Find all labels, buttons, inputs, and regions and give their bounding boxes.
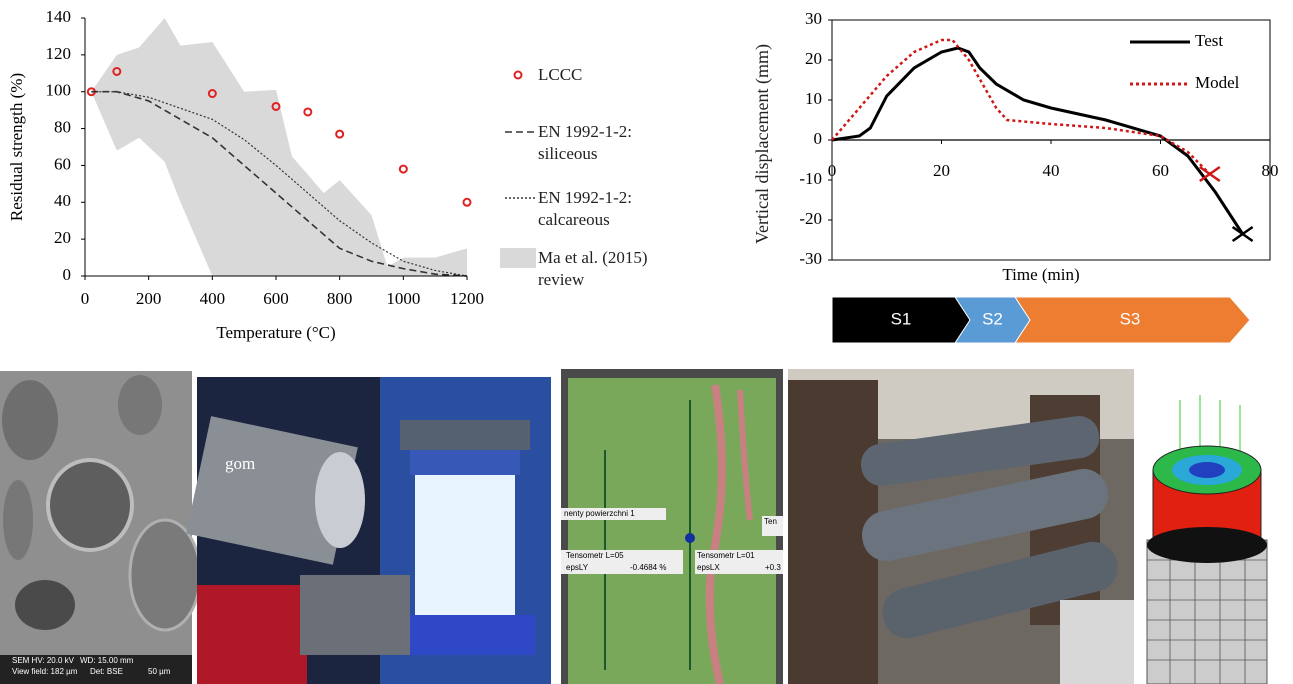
- y-axis-label: Residual strength (%): [7, 73, 26, 221]
- x-tick-label: 1200: [450, 289, 484, 308]
- fem-model: [1146, 395, 1268, 684]
- data-point: [112, 66, 122, 76]
- y-axis-label: Vertical displacement (mm): [752, 44, 772, 244]
- y-tick-label: 80: [54, 117, 71, 136]
- sem-info: Det: BSE: [90, 667, 123, 676]
- pipes-photo: [788, 369, 1134, 684]
- y-tick-label: 40: [54, 191, 71, 210]
- y-tick-label: 0: [814, 129, 823, 148]
- data-point: [398, 164, 408, 174]
- sem-photo: [0, 371, 202, 684]
- x-tick-label: 0: [81, 289, 90, 308]
- x-tick-label: 400: [200, 289, 226, 308]
- sem-info: WD: 15.00 mm: [80, 656, 134, 665]
- x-tick-label: 200: [136, 289, 162, 308]
- data-point: [335, 129, 345, 139]
- x-tick-label: 0: [828, 161, 837, 180]
- dic-label: epsLY: [566, 563, 589, 572]
- series-line: [831, 38, 1211, 175]
- gom-logo: gom: [225, 454, 255, 473]
- y-tick-label: -10: [799, 169, 822, 188]
- legend-swatch: [513, 70, 523, 80]
- sem-info: 50 µm: [148, 667, 171, 676]
- y-tick-label: 0: [63, 265, 72, 284]
- series-line: [91, 90, 468, 277]
- stage-arrow: [1014, 296, 1251, 344]
- legend-label: Test: [1195, 31, 1223, 50]
- legend-swatch: [500, 248, 536, 268]
- x-tick-label: 80: [1262, 161, 1279, 180]
- end-marker: [1231, 225, 1254, 243]
- y-tick-label: -20: [799, 209, 822, 228]
- end-marker: [1199, 165, 1221, 183]
- x-axis-label: Temperature (°C): [216, 323, 335, 342]
- legend-label: Model: [1195, 73, 1240, 92]
- dic-label: Tensometr L=01: [697, 551, 755, 560]
- data-point: [462, 197, 472, 207]
- y-tick-label: 100: [46, 81, 72, 100]
- y-tick-label: 60: [54, 154, 71, 173]
- stage-label: S3: [1120, 309, 1141, 328]
- dic-photo: [561, 369, 783, 684]
- legend-label: Ma et al. (2015) review: [538, 248, 648, 289]
- y-tick-label: 120: [46, 44, 72, 63]
- series-line: [91, 91, 468, 277]
- data-point: [207, 89, 217, 99]
- dic-label: nenty powierzchni 1: [564, 509, 635, 518]
- sem-info: SEM HV: 20.0 kV: [12, 656, 75, 665]
- x-tick-label: 600: [263, 289, 289, 308]
- legend-label: LCCC: [538, 65, 583, 84]
- x-tick-label: 20: [933, 161, 950, 180]
- x-tick-label: 1000: [386, 289, 420, 308]
- gom-photo: [186, 377, 551, 684]
- stage-label: S1: [891, 309, 912, 328]
- x-tick-label: 800: [327, 289, 353, 308]
- data-point: [271, 101, 281, 111]
- dic-label: +0.3: [765, 563, 781, 572]
- dic-label: -0.4684 %: [630, 563, 666, 572]
- x-tick-label: 40: [1043, 161, 1060, 180]
- y-tick-label: 30: [805, 9, 822, 28]
- data-point: [303, 107, 313, 117]
- dic-label: Tensometr L=05: [566, 551, 624, 560]
- stage-label: S2: [982, 309, 1003, 328]
- legend-label: EN 1992-1-2: siliceous: [538, 122, 632, 163]
- range-band: [91, 18, 467, 276]
- y-tick-label: 20: [54, 228, 71, 247]
- x-tick-label: 60: [1152, 161, 1169, 180]
- dic-label: Ten: [764, 517, 777, 526]
- y-tick-label: 140: [46, 7, 72, 26]
- y-tick-label: 10: [805, 89, 822, 108]
- legend-label: EN 1992-1-2: calcareous: [538, 188, 632, 229]
- series-line: [831, 46, 1244, 235]
- sem-info: View field: 182 µm: [12, 667, 78, 676]
- y-tick-label: -30: [799, 249, 822, 268]
- x-axis-label: Time (min): [1002, 265, 1079, 284]
- dic-label: epsLX: [697, 563, 720, 572]
- y-tick-label: 20: [805, 49, 822, 68]
